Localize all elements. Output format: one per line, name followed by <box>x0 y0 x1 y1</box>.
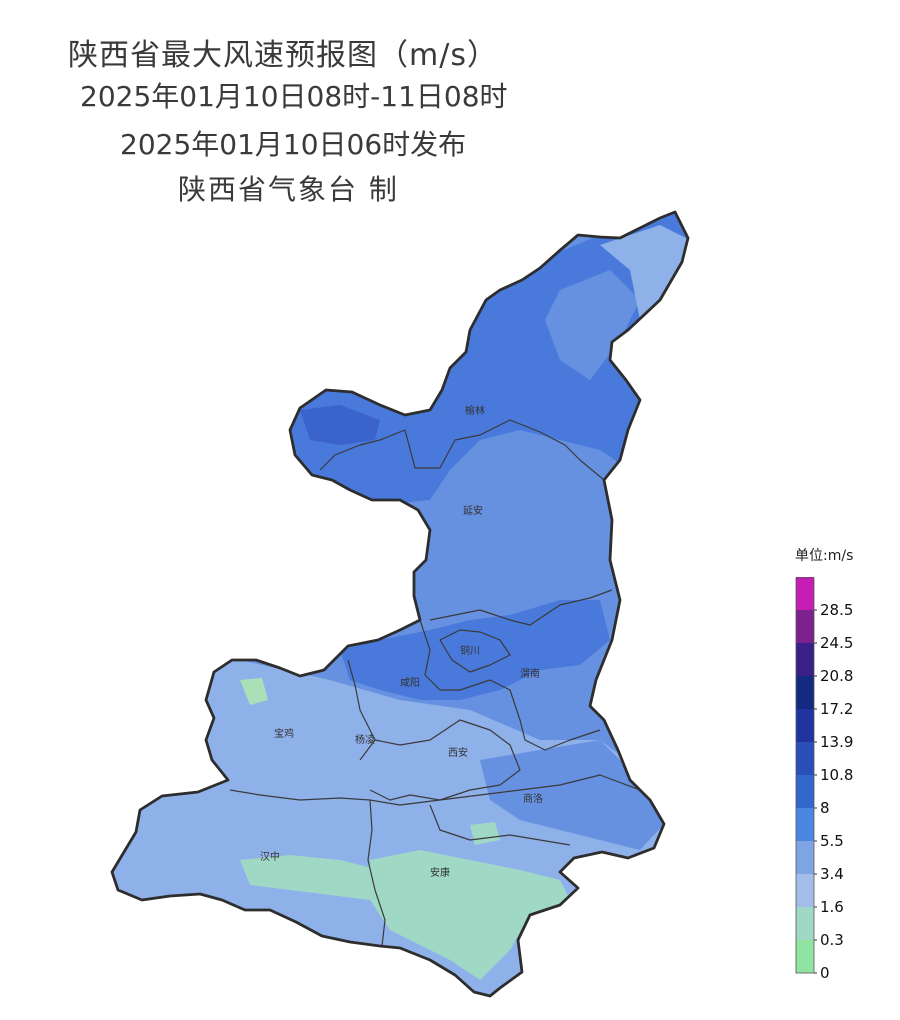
boundary-xianyang-weinan <box>419 619 601 751</box>
city-label-yanan: 延安 <box>463 504 483 517</box>
fill-hanzhong-teal <box>240 855 372 900</box>
legend-border <box>795 577 815 974</box>
legend-swatch <box>796 874 814 907</box>
legend-tick-label: 17.2 <box>820 700 853 718</box>
wind-fill-layer <box>112 212 688 996</box>
city-boundaries <box>229 419 641 947</box>
fill-baoji-green <box>240 678 268 705</box>
legend-tick-label: 24.5 <box>820 634 853 652</box>
boundary-tongchuan <box>439 629 511 673</box>
fill-ankang-teal <box>370 850 570 980</box>
city-label-ankang: 安康 <box>430 866 450 879</box>
legend-colorbar: 0 0.3 1.6 3.4 5.5 8 10.8 13.9 17.2 20.8 24.5 28.5 <box>795 577 853 982</box>
legend-swatch <box>796 775 814 808</box>
boundary-baoji-xianyang <box>347 659 376 761</box>
legend-swatch <box>796 940 814 973</box>
boundary-hanzhong-ankang <box>367 799 386 947</box>
forecast-period: 2025年01月10日08时-11日08时 <box>80 80 508 113</box>
legend-swatch <box>796 577 814 610</box>
issuer: 陕西省气象台 制 <box>178 173 399 206</box>
legend-swatch <box>796 907 814 940</box>
city-labels: 榆林 延安 铜川 咸阳 渭南 宝鸡 杨凌 西安 商洛 汉中 安康 <box>260 404 543 879</box>
boundary-shangluo <box>429 804 571 846</box>
legend-tick-label: 13.9 <box>820 733 853 751</box>
city-label-xian: 西安 <box>448 746 468 759</box>
boundary-xian <box>369 719 521 801</box>
city-label-yulin: 榆林 <box>465 404 485 417</box>
city-label-tongchuan: 铜川 <box>460 645 480 657</box>
fill-southeast-mid <box>480 740 664 850</box>
fill-central-dark <box>340 600 610 700</box>
legend-swatch <box>796 610 814 643</box>
legend-tick-label: 0 <box>820 964 830 982</box>
city-label-weinan: 渭南 <box>520 667 540 680</box>
legend-tick-label: 3.4 <box>820 865 844 883</box>
boundary-yulin-yanan <box>319 419 605 481</box>
legend-swatch <box>796 808 814 841</box>
legend-tick-label: 28.5 <box>820 601 853 619</box>
map-title: 陕西省最大风速预报图（m/s） <box>68 38 498 73</box>
city-label-hanzhong: 汉中 <box>260 850 280 863</box>
legend-swatch <box>796 841 814 874</box>
legend-tick-label: 10.8 <box>820 766 853 784</box>
legend-swatch <box>796 676 814 709</box>
province-outline <box>110 210 690 998</box>
legend-tick-label: 8 <box>820 799 830 817</box>
legend-tick-label: 20.8 <box>820 667 853 685</box>
legend-tick-label: 1.6 <box>820 898 844 916</box>
legend-tick-label: 0.3 <box>820 931 844 949</box>
legend-title: 单位:m/s <box>795 548 854 564</box>
fill-north-darker <box>300 405 380 445</box>
fill-north-light-patch <box>545 270 640 380</box>
city-label-xianyang: 咸阳 <box>400 677 420 689</box>
legend-swatch <box>796 643 814 676</box>
boundary-yanan-south <box>429 589 613 626</box>
city-label-shangluo: 商洛 <box>523 792 543 805</box>
city-label-yangling: 杨凌 <box>355 733 375 746</box>
legend-swatch <box>796 742 814 775</box>
legend-swatch <box>796 709 814 742</box>
boundary-guanzhong-south <box>229 774 641 806</box>
issue-time: 2025年01月10日06时发布 <box>120 128 467 161</box>
legend-tick-label: 5.5 <box>820 832 844 850</box>
city-label-baoji: 宝鸡 <box>274 727 294 740</box>
